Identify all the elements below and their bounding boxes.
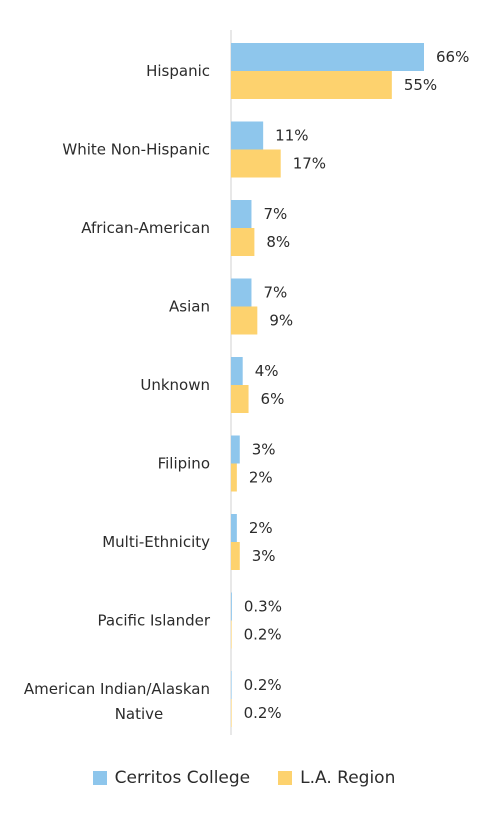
value-label: 0.2% [244, 626, 282, 644]
value-label: 11% [275, 127, 308, 145]
category-label: American Indian/Alaskan Native [24, 680, 210, 723]
bar-cerritos [231, 121, 264, 150]
value-label: 66% [436, 48, 469, 66]
legend-item-la-region: L.A. Region [278, 768, 395, 788]
bar-la-region [231, 228, 255, 256]
bar-cerritos [231, 357, 243, 385]
bar-la-region [231, 542, 240, 570]
bar-cerritos [231, 43, 424, 71]
category-label: Multi-Ethnicity [102, 533, 210, 551]
value-label: 7% [263, 284, 287, 302]
bar-la-region [231, 463, 237, 492]
category-label: African-American [81, 219, 210, 237]
legend-item-cerritos: Cerritos College [92, 768, 251, 788]
bar-cerritos [231, 592, 232, 621]
bar-la-region [231, 699, 232, 727]
value-label: 0.2% [244, 704, 282, 722]
value-label: 55% [404, 76, 437, 94]
category-label: Asian [169, 298, 210, 316]
value-label: 3% [252, 441, 276, 459]
bars [231, 43, 424, 727]
chart: Hispanic White Non-Hispanic African-Americ… [24, 30, 470, 735]
value-label: 9% [269, 312, 293, 330]
legend: Cerritos College L.A. Region [0, 768, 488, 788]
bar-la-region [231, 385, 249, 413]
value-label: 7% [263, 205, 287, 223]
value-label: 0.2% [244, 676, 282, 694]
category-label: Filipino [158, 455, 210, 473]
bar-la-region [231, 149, 281, 178]
category-label: White Non-Hispanic [62, 141, 210, 159]
value-label: 4% [255, 362, 279, 380]
legend-label-cerritos: Cerritos College [114, 768, 251, 788]
bar-cerritos [231, 671, 232, 699]
value-label: 0.3% [244, 598, 282, 616]
category-labels: Hispanic White Non-Hispanic African-Americ… [24, 62, 211, 723]
value-label: 2% [249, 469, 273, 487]
value-label: 2% [249, 519, 273, 537]
value-label: 17% [293, 155, 326, 173]
category-label: Unknown [140, 376, 210, 394]
bar-cerritos [231, 200, 252, 228]
category-label: Hispanic [146, 62, 210, 80]
value-labels: 66% 55% 11% 17% 7% 8% 7% 9% 4% 6% 3% 2% 2% 3% 0.3% 0.2%… [244, 48, 470, 722]
value-label: 6% [261, 390, 285, 408]
bar-la-region [231, 306, 258, 335]
bar-la-region [231, 620, 232, 649]
bar-cerritos [231, 278, 252, 307]
bar-cerritos [231, 435, 240, 464]
value-label: 8% [266, 233, 290, 251]
bar-la-region [231, 71, 392, 99]
legend-swatch-la-region [278, 771, 293, 785]
legend-swatch-cerritos [92, 771, 107, 785]
bar-cerritos [231, 514, 237, 542]
category-label: Pacific Islander [98, 612, 211, 630]
value-label: 3% [252, 547, 276, 565]
legend-label-la-region: L.A. Region [300, 768, 396, 788]
